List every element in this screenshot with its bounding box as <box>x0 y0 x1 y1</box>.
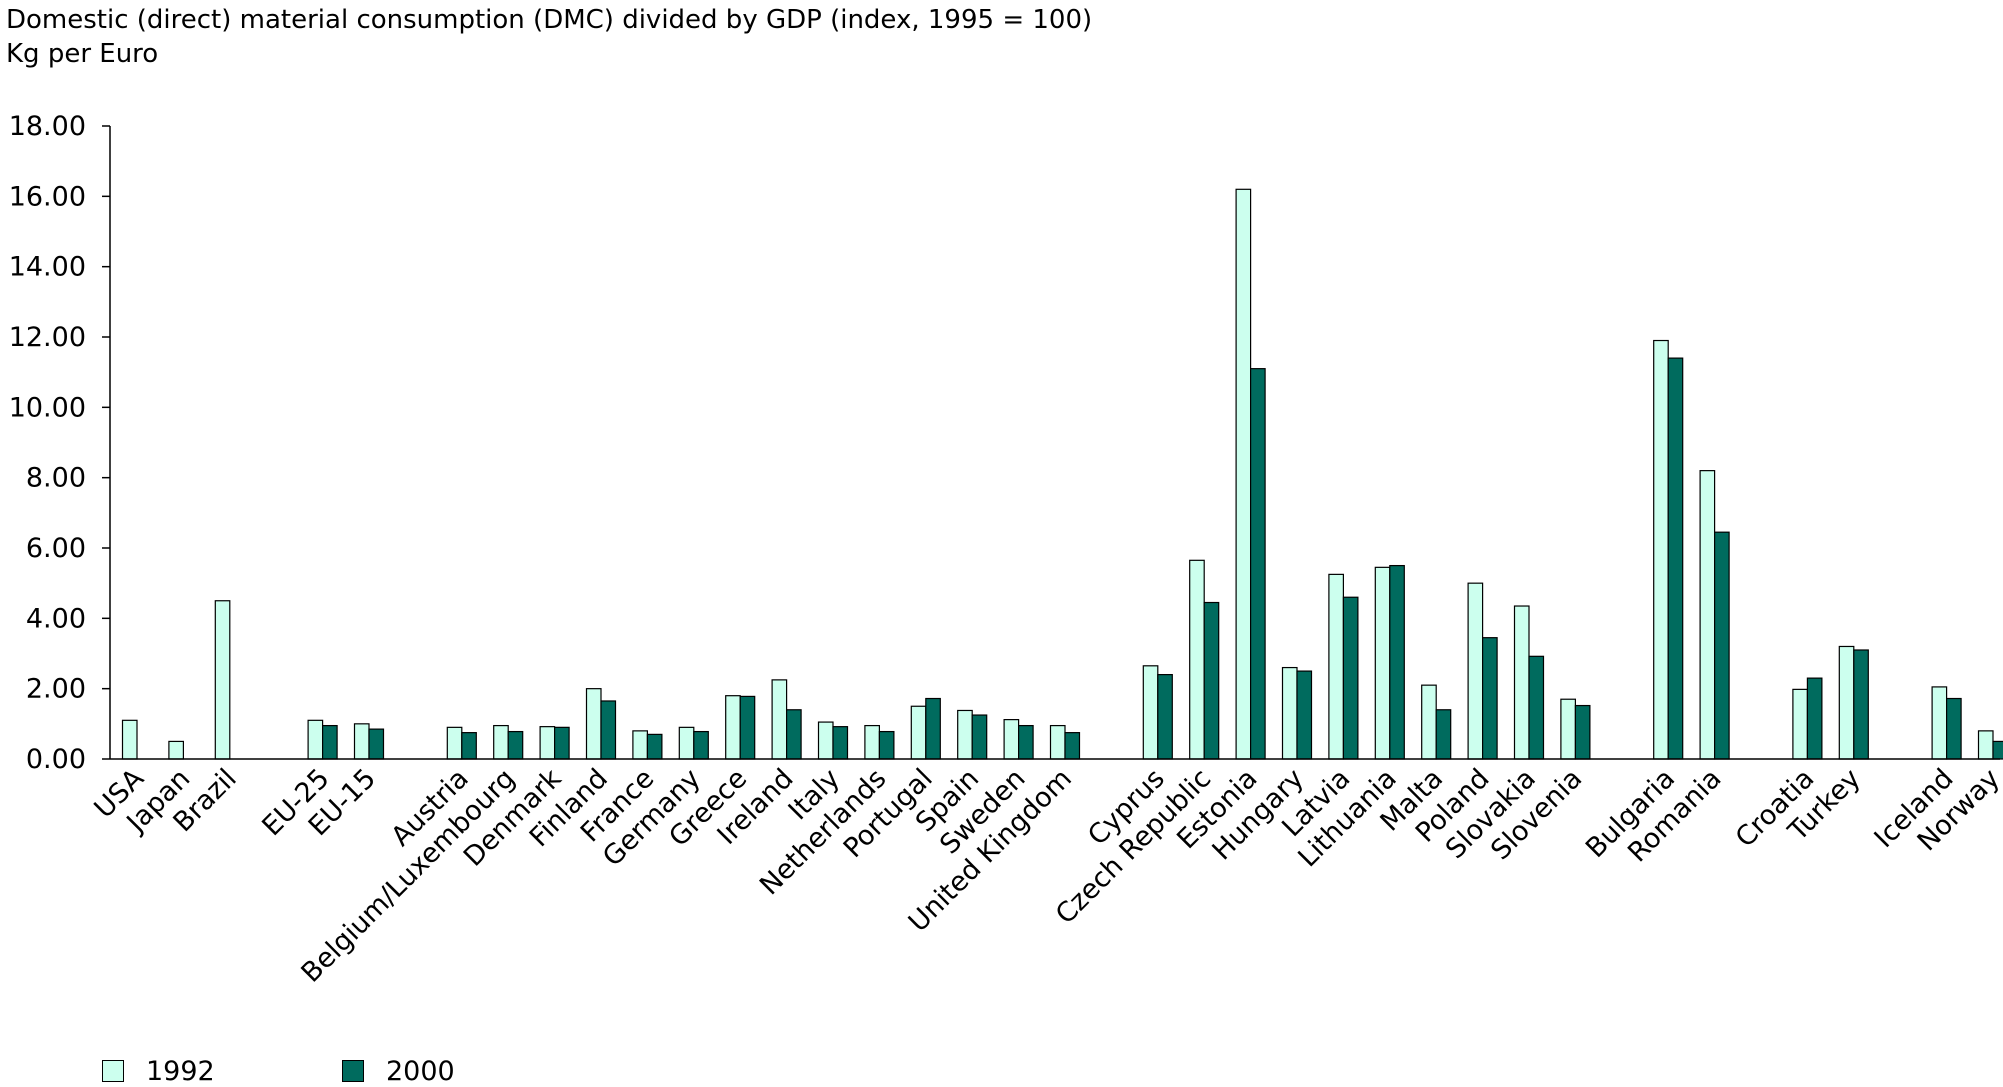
bar-1992 <box>864 724 881 760</box>
legend-item-2000: 2000 <box>342 1055 455 1087</box>
bar-2000 <box>1574 704 1591 760</box>
bar-2000 <box>925 697 941 760</box>
bar-1992 <box>678 726 695 760</box>
y-tick-label: 2.00 <box>26 674 86 705</box>
bar-2000 <box>1203 601 1220 760</box>
bar-2000 <box>1806 677 1823 760</box>
bar-1992 <box>1328 573 1345 760</box>
bar-2000 <box>878 730 895 760</box>
bar-1992 <box>168 740 184 760</box>
bar-2000 <box>739 695 756 760</box>
legend-swatch-2000 <box>342 1060 364 1082</box>
bar-2000 <box>322 724 338 760</box>
bar-2000 <box>1389 564 1405 760</box>
legend-label-1992: 1992 <box>146 1055 215 1087</box>
bar-1992 <box>1792 688 1809 760</box>
bar-2000 <box>1435 709 1452 760</box>
bar-1992 <box>817 721 834 760</box>
bar-1992 <box>446 726 463 760</box>
y-tick-label: 12.00 <box>9 322 86 353</box>
bar-2000 <box>461 732 477 760</box>
bar-2000 <box>1342 596 1359 760</box>
bar-1992 <box>493 724 509 760</box>
bar-2000 <box>1853 649 1869 760</box>
bar-2000 <box>1064 732 1081 760</box>
bars <box>121 188 2003 760</box>
y-axis-unit-label: Kg per Euro <box>6 39 159 69</box>
bar-2000 <box>1249 368 1266 760</box>
bar-1992 <box>1281 666 1298 760</box>
bar-1992 <box>1235 188 1252 760</box>
bar-1992 <box>1003 719 1020 760</box>
bar-1992 <box>1467 582 1484 760</box>
chart-title: Domestic (direct) material consumption (… <box>6 5 1093 35</box>
bar-1992 <box>1142 665 1159 760</box>
bar-2000 <box>1157 673 1173 760</box>
bar-1992 <box>632 730 649 760</box>
bar-2000 <box>1296 670 1313 760</box>
bar-1992 <box>725 695 741 760</box>
bar-1992 <box>1653 339 1669 760</box>
bar-2000 <box>971 714 988 760</box>
bar-2000 <box>693 730 709 760</box>
bar-1992 <box>771 679 788 760</box>
bar-2000 <box>832 726 849 760</box>
bar-2000 <box>368 728 385 760</box>
bar-1992 <box>1421 684 1437 760</box>
legend-item-1992: 1992 <box>102 1055 215 1087</box>
bar-1992 <box>214 600 231 760</box>
y-tick-label: 0.00 <box>26 744 86 775</box>
y-tick-label: 6.00 <box>26 533 86 564</box>
bar-1992 <box>910 705 927 760</box>
bar-1992 <box>121 719 138 760</box>
y-tick-label: 8.00 <box>26 463 86 494</box>
bar-2000 <box>1528 655 1545 760</box>
y-tick-label: 16.00 <box>9 181 86 212</box>
bar-1992 <box>539 726 556 760</box>
bar-chart: 0.00 2.00 4.00 6.00 8.00 10.00 12.00 14.00 16.00… <box>9 111 2003 989</box>
bar-2000 <box>1713 531 1730 760</box>
bar-2000 <box>507 730 524 760</box>
bar-1992 <box>1189 559 1205 760</box>
bar-2000 <box>1992 740 2003 760</box>
bar-2000 <box>1667 357 1684 760</box>
bar-1992 <box>1374 566 1391 760</box>
bar-1992 <box>1977 730 1994 760</box>
y-axis-ticks: 0.00 2.00 4.00 6.00 8.00 10.00 12.00 14.00 16.00… <box>9 111 110 775</box>
bar-1992 <box>585 688 602 760</box>
y-tick-label: 10.00 <box>9 392 86 423</box>
legend-swatch-1992 <box>102 1060 124 1082</box>
bar-2000 <box>553 726 570 760</box>
bar-1992 <box>1838 645 1855 760</box>
bar-2000 <box>1017 724 1034 760</box>
bar-1992 <box>1931 686 1948 760</box>
bar-2000 <box>646 733 663 760</box>
y-tick-label: 4.00 <box>26 603 86 634</box>
bar-2000 <box>1945 697 1962 760</box>
bar-1992 <box>1513 605 1530 760</box>
bar-1992 <box>1049 724 1066 760</box>
bar-2000 <box>785 709 802 760</box>
bar-1992 <box>1560 698 1577 760</box>
y-tick-label: 14.00 <box>9 252 86 283</box>
bar-1992 <box>307 719 324 760</box>
bar-2000 <box>600 700 617 760</box>
bar-1992 <box>957 709 973 760</box>
bar-2000 <box>1481 637 1498 760</box>
bar-1992 <box>1699 470 1716 760</box>
bar-1992 <box>353 723 370 760</box>
y-tick-label: 18.00 <box>9 111 86 142</box>
legend-label-2000: 2000 <box>386 1055 455 1087</box>
